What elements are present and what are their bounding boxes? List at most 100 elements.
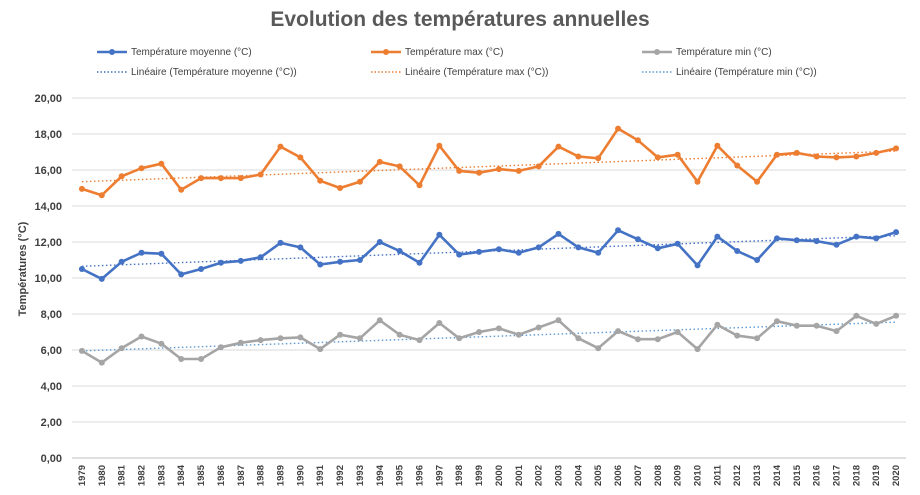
- data-point: [495, 246, 502, 253]
- data-point: [893, 312, 900, 319]
- data-point: [416, 259, 423, 266]
- data-point: [476, 329, 483, 335]
- data-point: [356, 178, 363, 185]
- data-point: [217, 175, 224, 182]
- x-tick-label: 1990: [295, 465, 306, 486]
- x-tick-label: 1991: [315, 464, 326, 486]
- trendline: [81, 321, 897, 352]
- data-point: [535, 163, 542, 170]
- data-point: [575, 244, 582, 251]
- data-point: [158, 160, 165, 167]
- data-point: [396, 248, 403, 254]
- data-point: [277, 335, 284, 342]
- legend-dotted-line-icon: [97, 71, 127, 73]
- data-point: [654, 154, 661, 161]
- data-point: [893, 145, 900, 152]
- y-tick-label: 16,00: [34, 165, 62, 177]
- data-point: [615, 227, 622, 234]
- data-point: [873, 149, 880, 156]
- data-point: [476, 169, 483, 176]
- data-point: [555, 143, 562, 150]
- data-point: [515, 167, 522, 174]
- data-point: [793, 322, 800, 329]
- x-tick-label: 1995: [395, 464, 406, 486]
- data-point: [237, 175, 244, 182]
- series-line: [81, 127, 897, 197]
- data-point: [416, 182, 423, 189]
- legend-trend-moyenne: Linéaire (Température moyenne (°C)): [96, 65, 297, 79]
- x-tick-label: 2002: [534, 465, 545, 486]
- data-point: [436, 320, 443, 326]
- data-point: [754, 335, 761, 342]
- data-point: [535, 324, 542, 331]
- legend-line-marker-icon: [97, 49, 127, 55]
- data-point: [793, 149, 800, 156]
- data-point: [416, 337, 423, 344]
- data-point: [118, 173, 125, 180]
- x-tick-label: 2013: [752, 465, 763, 486]
- data-point: [595, 345, 602, 352]
- data-point: [555, 230, 562, 237]
- x-tick-label: 1993: [355, 465, 366, 486]
- x-tick-label: 2014: [772, 464, 783, 486]
- data-point: [734, 248, 741, 254]
- data-point: [138, 333, 145, 340]
- data-point: [833, 154, 840, 161]
- data-point: [853, 312, 860, 319]
- x-tick-label: 2008: [653, 465, 664, 486]
- x-tick-label: 2018: [851, 465, 862, 486]
- legend-label: Température moyenne (°C): [131, 46, 252, 58]
- legend-line-marker-icon: [642, 49, 672, 55]
- data-point: [773, 318, 780, 325]
- y-tick-label: 18,00: [34, 129, 62, 141]
- data-point: [217, 259, 224, 266]
- y-tick-label: 12,00: [34, 237, 62, 249]
- x-tick-label: 2003: [554, 465, 565, 486]
- data-point: [277, 143, 284, 150]
- data-point: [893, 229, 900, 236]
- data-point: [575, 335, 582, 342]
- data-point: [515, 331, 522, 338]
- x-tick-label: 2015: [792, 464, 803, 486]
- data-point: [356, 335, 363, 342]
- data-point: [376, 317, 383, 324]
- data-point: [78, 266, 85, 272]
- data-point: [98, 275, 105, 282]
- data-point: [337, 331, 344, 338]
- x-tick-label: 1982: [137, 465, 148, 486]
- data-point: [694, 178, 701, 185]
- data-point: [773, 151, 780, 158]
- data-point: [198, 356, 205, 362]
- data-point: [813, 238, 820, 245]
- data-point: [495, 166, 502, 173]
- data-point: [396, 163, 403, 170]
- x-tick-label: 2000: [494, 465, 505, 486]
- data-point: [178, 186, 185, 193]
- data-point: [217, 344, 224, 351]
- data-point: [714, 233, 721, 240]
- data-point: [436, 142, 443, 149]
- data-point: [754, 178, 761, 185]
- data-point: [734, 162, 741, 169]
- x-tick-label: 1981: [117, 464, 128, 486]
- legend-label: Linéaire (Température max (°C)): [405, 66, 549, 78]
- x-tick-label: 2009: [673, 465, 684, 486]
- data-point: [376, 239, 383, 245]
- data-point: [595, 249, 602, 256]
- data-point: [396, 331, 403, 338]
- data-point: [694, 346, 701, 353]
- y-tick-label: 20,00: [34, 93, 62, 105]
- data-point: [138, 249, 145, 256]
- x-tick-label: 1996: [415, 465, 426, 486]
- data-point: [535, 244, 542, 251]
- data-point: [98, 192, 105, 199]
- x-tick-label: 1998: [454, 465, 465, 486]
- data-point: [734, 332, 741, 339]
- data-point: [714, 142, 721, 149]
- legend-series-min: Température min (°C): [641, 45, 772, 59]
- data-point: [495, 325, 502, 332]
- data-point: [158, 250, 165, 257]
- data-point: [813, 153, 820, 160]
- data-point: [793, 237, 800, 244]
- legend-line-marker-icon: [371, 49, 401, 55]
